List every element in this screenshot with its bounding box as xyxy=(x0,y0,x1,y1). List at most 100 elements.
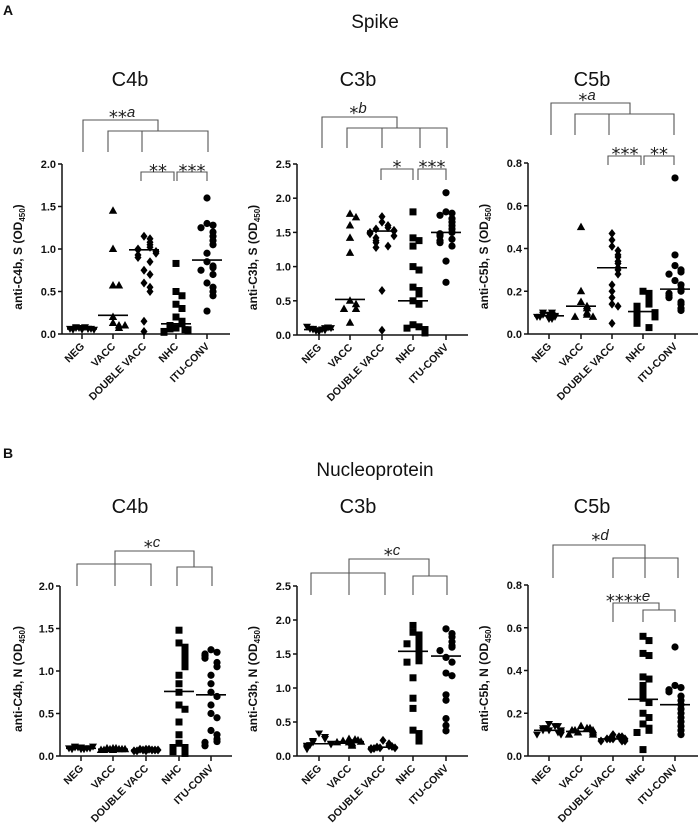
data-point xyxy=(213,737,221,746)
data-point xyxy=(554,723,562,731)
data-point xyxy=(639,649,647,657)
y-tick-label: 1.0 xyxy=(41,244,56,256)
data-point xyxy=(172,288,180,295)
significance-bracket xyxy=(412,575,448,595)
data-point xyxy=(533,731,541,739)
data-point xyxy=(645,699,653,707)
data-point xyxy=(203,307,211,315)
significance-label: *a xyxy=(578,87,595,111)
x-tick-label: VACC xyxy=(89,762,118,791)
significance-label: ****e xyxy=(606,588,650,612)
data-point xyxy=(175,739,183,747)
data-point xyxy=(651,313,659,321)
data-point xyxy=(384,241,392,251)
data-point xyxy=(415,290,423,298)
data-point xyxy=(639,709,647,717)
data-point xyxy=(564,730,574,738)
data-point xyxy=(146,257,154,267)
data-point xyxy=(207,726,215,735)
data-point xyxy=(390,231,398,241)
data-point xyxy=(172,324,180,332)
section-title-spike: Spike xyxy=(351,12,399,33)
data-point xyxy=(576,286,586,295)
data-point xyxy=(303,746,311,754)
y-tick-label: 1.0 xyxy=(39,666,54,678)
data-point xyxy=(448,643,456,651)
y-tick-label: 0.0 xyxy=(507,751,522,763)
group-itu-conv xyxy=(192,194,222,315)
y-tick-label: 0.0 xyxy=(507,329,522,341)
data-point xyxy=(665,270,673,278)
y-axis-label-sub: 450 xyxy=(18,629,27,643)
data-point xyxy=(207,709,215,718)
data-point xyxy=(175,626,183,634)
data-point xyxy=(378,286,386,296)
significance-bracket xyxy=(346,127,448,148)
y-axis-label-end: ) xyxy=(11,204,25,208)
x-tick-label: DOUBLE VACC xyxy=(87,340,150,403)
significance-stars: ** xyxy=(650,144,668,165)
y-axis-label: anti-C3b, N (OD450) xyxy=(246,626,262,732)
significance-bracket xyxy=(417,168,447,180)
x-tick-label: NHC xyxy=(394,341,419,366)
significance-bracket xyxy=(612,602,660,622)
group-nhc xyxy=(398,208,429,337)
data-point xyxy=(372,238,380,248)
data-point xyxy=(409,694,417,702)
y-tick-label: 0.0 xyxy=(276,330,291,342)
data-point xyxy=(570,312,580,320)
data-point xyxy=(345,248,355,256)
data-point xyxy=(209,221,217,229)
data-point xyxy=(203,279,211,287)
data-point xyxy=(203,249,211,257)
group-nhc xyxy=(628,287,659,332)
y-axis-label-main: anti-C5b, S (OD xyxy=(477,221,491,309)
group-double-vacc xyxy=(129,231,160,336)
data-point xyxy=(181,705,189,713)
significance-label: * xyxy=(393,157,402,178)
data-point xyxy=(71,743,79,751)
group-itu-conv xyxy=(431,189,461,286)
chart-title: C5b xyxy=(574,69,611,91)
y-tick-label: 0.5 xyxy=(41,287,56,299)
significance-stars: * xyxy=(144,537,153,558)
data-point xyxy=(545,720,553,728)
data-point xyxy=(175,718,183,726)
data-point xyxy=(345,209,355,217)
data-point xyxy=(409,726,417,734)
group-double-vacc xyxy=(130,744,162,756)
data-point xyxy=(671,174,679,182)
data-point xyxy=(345,221,355,229)
data-point xyxy=(421,329,429,337)
y-tick-label: 0.2 xyxy=(507,286,522,298)
data-point xyxy=(339,304,349,313)
significance-bracket xyxy=(552,544,646,578)
y-tick-label: 0.0 xyxy=(276,751,291,763)
data-point xyxy=(671,643,679,651)
data-point xyxy=(345,318,355,326)
data-point xyxy=(576,297,586,305)
y-axis-label-main: anti-C3b, N (OD xyxy=(246,643,260,732)
chart-title: C4b xyxy=(112,69,149,91)
x-tick-label: VACC xyxy=(557,340,586,369)
significance-bracket xyxy=(140,171,175,181)
data-point xyxy=(608,241,616,251)
data-point xyxy=(120,321,130,329)
y-axis-label-main: anti-C5b, N (OD xyxy=(477,643,491,732)
chart-title: C5b xyxy=(574,496,611,518)
x-tick-label: DOUBLE VACC xyxy=(325,341,388,404)
y-tick-label: 0.5 xyxy=(276,296,291,308)
data-point xyxy=(582,303,592,312)
data-point xyxy=(315,730,323,738)
y-tick-label: 1.5 xyxy=(41,202,56,214)
data-point xyxy=(403,658,411,666)
data-point xyxy=(209,270,217,279)
data-point xyxy=(203,219,211,228)
significance-label: ** xyxy=(149,161,167,182)
group-nhc xyxy=(160,259,192,336)
data-point xyxy=(645,652,653,660)
data-point xyxy=(665,294,673,302)
y-tick-label: 2.0 xyxy=(41,159,56,171)
data-point xyxy=(442,278,450,286)
